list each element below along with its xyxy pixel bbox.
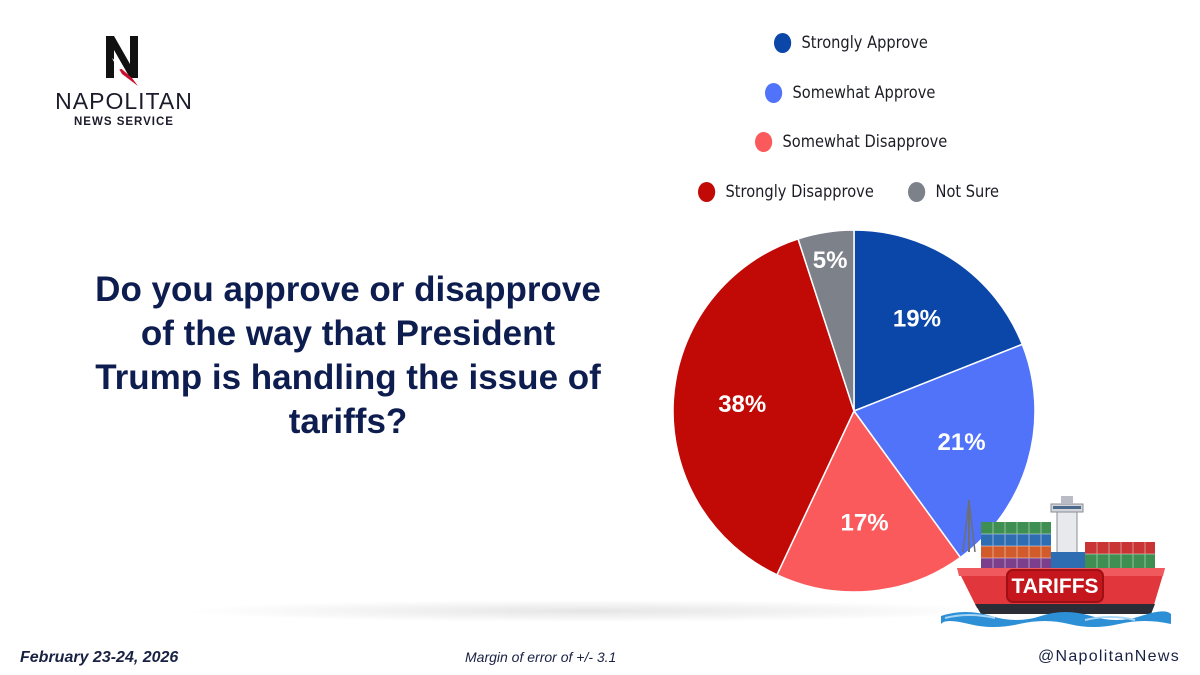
legend-label: Strongly Disapprove [725,182,874,202]
pie-label-strongly-disapprove: 38% [718,391,766,418]
legend-label: Somewhat Disapprove [782,132,948,152]
pie-slice-strongly-disapprove [672,237,855,576]
ship-label: TARIFFS [1011,575,1098,598]
floor-shadow [190,600,990,622]
margin-of-error: Margin of error of +/- 3.1 [465,649,617,665]
pie-chart: 19% 21% 17% 38% 5% [672,229,1036,593]
survey-dates: February 23-24, 2026 [20,649,179,666]
pie-slice-not-sure [797,229,855,412]
legend-swatch [698,182,716,202]
legend-item-strongly-approve: Strongly Approve [774,28,928,58]
pie-slice-strongly-approve [853,229,1024,413]
pie-label-strongly-approve: 19% [893,305,941,332]
napolitan-n-icon [106,36,138,86]
legend-swatch [755,132,773,152]
brand-name: NAPOLITAN [55,88,193,114]
pie-label-not-sure: 5% [813,247,848,274]
social-handle: @NapolitanNews [1037,648,1180,665]
pie-slice-somewhat-approve [852,343,1036,559]
legend-swatch [908,182,926,202]
legend-item-somewhat-disapprove: Somewhat Disapprove [755,127,947,157]
poll-question: Do you approve or disapprove of the way … [95,270,601,441]
pie-slice-somewhat-disapprove [775,409,962,593]
pie-label-somewhat-approve: 21% [938,429,986,456]
cargo-ship-icon: TARIFFS [941,496,1171,627]
legend-label: Not Sure [935,182,1000,202]
brand-subtitle: NEWS SERVICE [74,116,174,128]
legend-item-somewhat-approve: Somewhat Approve [765,78,935,108]
legend-item-not-sure: Not Sure [908,177,999,207]
legend-swatch [774,33,792,53]
brand-logo: NAPOLITAN NEWS SERVICE [48,34,200,134]
legend-item-strongly-disapprove: Strongly Disapprove [698,177,874,207]
legend-swatch [765,83,783,103]
pie-label-somewhat-disapprove: 17% [841,510,889,537]
chart-legend: Strongly Approve Somewhat Approve Somewh… [660,24,1050,214]
legend-label: Somewhat Approve [792,83,936,103]
legend-label: Strongly Approve [801,33,928,53]
